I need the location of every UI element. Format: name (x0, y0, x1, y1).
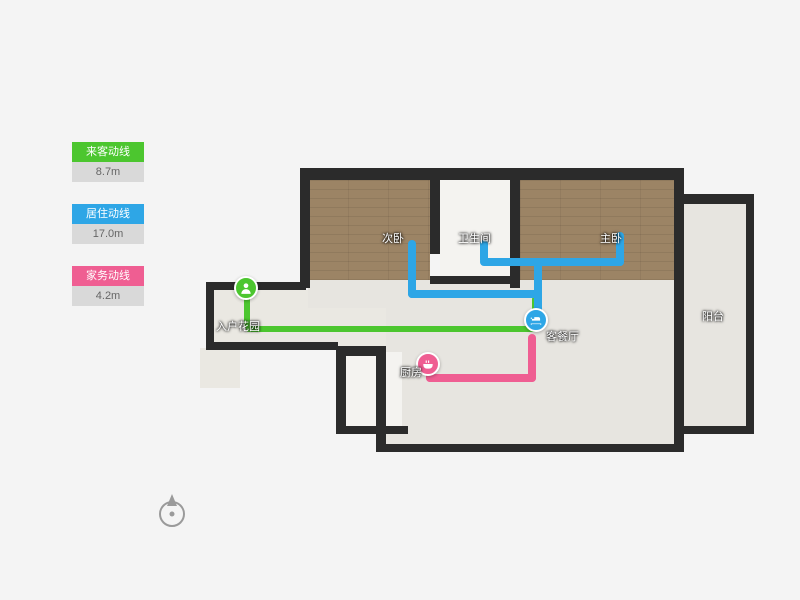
route-segment (528, 334, 536, 382)
floor-bath (346, 352, 402, 428)
wall (206, 342, 338, 350)
route-segment (426, 374, 536, 382)
route-segment (246, 326, 538, 332)
legend-item-guest: 来客动线 8.7m (72, 142, 144, 182)
wall (674, 426, 754, 434)
floor-plain (200, 348, 240, 388)
legend-item-living: 居住动线 17.0m (72, 204, 144, 244)
room-label: 次卧 (382, 230, 404, 246)
wall (300, 168, 310, 288)
wall (206, 282, 214, 348)
route-segment (534, 258, 624, 266)
wall (376, 444, 684, 452)
wall (430, 168, 440, 254)
floor-plan: 次卧 卫生间 主卧阳台客餐厅厨房 入户花园 (200, 168, 760, 468)
wall (336, 426, 408, 434)
route-legend: 来客动线 8.7m 居住动线 17.0m 家务动线 4.2m (72, 142, 144, 328)
legend-value: 4.2m (72, 286, 144, 306)
room-label: 入户花园 (216, 318, 260, 334)
route-segment (480, 258, 542, 266)
room-label: 阳台 (702, 308, 724, 324)
bed-icon (524, 308, 548, 332)
room-label: 客餐厅 (546, 328, 579, 344)
wall (336, 346, 346, 434)
wall (300, 168, 684, 180)
wall (510, 168, 520, 288)
wall (430, 276, 514, 284)
legend-label: 家务动线 (72, 266, 144, 286)
compass-icon (152, 490, 192, 530)
wall (376, 346, 386, 452)
legend-value: 8.7m (72, 162, 144, 182)
legend-label: 居住动线 (72, 204, 144, 224)
person-icon (234, 276, 258, 300)
wall (746, 194, 754, 434)
wall (674, 298, 684, 452)
room-label: 厨房 (400, 364, 422, 380)
legend-label: 来客动线 (72, 142, 144, 162)
legend-value: 17.0m (72, 224, 144, 244)
route-segment (408, 290, 542, 298)
room-label: 卫生间 (458, 230, 491, 246)
wall (674, 194, 754, 204)
room-label: 主卧 (600, 230, 622, 246)
legend-item-chore: 家务动线 4.2m (72, 266, 144, 306)
wall (674, 168, 684, 300)
